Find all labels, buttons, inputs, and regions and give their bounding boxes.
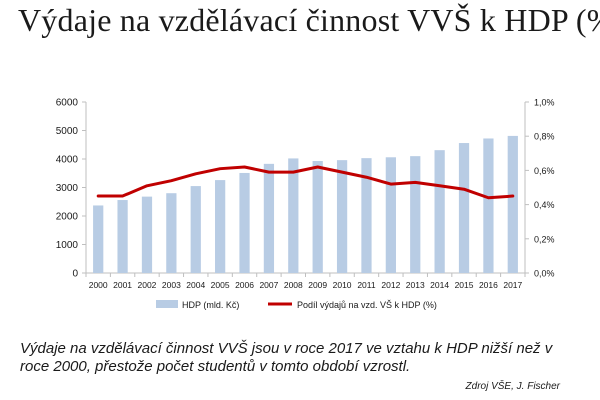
x-tick-label: 2003 <box>162 280 181 290</box>
bar-hdp <box>288 158 299 273</box>
bar-hdp <box>336 160 348 273</box>
x-tick-label: 2015 <box>455 280 474 290</box>
y-right-tick-label: 1,0% <box>534 98 555 108</box>
x-tick-label: 2005 <box>211 280 230 290</box>
legend-label-share: Podíl výdajů na vzd. VŠ k HDP (%) <box>297 300 437 310</box>
bar-hdp <box>239 172 250 273</box>
bar-hdp <box>361 158 372 273</box>
legend-label-hdp: HDP (mld. Kč) <box>182 300 239 310</box>
x-tick-label: 2016 <box>479 280 498 290</box>
combo-chart: 0 1000 2000 3000 4000 5000 6000 0,0% 0,2% 0,4% 0,6… <box>56 98 555 311</box>
y-left-tick-label: 3000 <box>56 183 79 194</box>
y-left-tick-label: 5000 <box>56 126 79 137</box>
x-tick-label: 2007 <box>259 280 278 290</box>
x-tick-label: 2013 <box>406 280 425 290</box>
bar-hdp <box>312 160 323 273</box>
line-share-series <box>96 165 515 200</box>
x-tick-label: 2009 <box>308 280 327 290</box>
bar-hdp <box>166 193 177 273</box>
x-tick-label: 2008 <box>284 280 303 290</box>
y-left-tick-label: 6000 <box>56 98 79 109</box>
y-right-tick-label: 0,2% <box>534 234 555 244</box>
bar-hdp <box>410 156 421 273</box>
y-right-tick-label: 0,4% <box>534 200 555 210</box>
y-left-tick-label: 0 <box>72 269 78 280</box>
x-tick-label: 2004 <box>186 280 205 290</box>
x-tick-label: 2002 <box>138 280 157 290</box>
y-right-tick-label: 0,8% <box>534 132 555 142</box>
bar-hdp <box>483 138 494 273</box>
x-tick-label: 2011 <box>357 280 376 290</box>
x-tick-label: 2006 <box>235 280 254 290</box>
bar-hdp <box>190 186 201 273</box>
bar-hdp <box>215 180 226 273</box>
page-title: Výdaje na vzdělávací činnost VVŠ k HDP (… <box>18 2 600 38</box>
bar-hdp <box>117 200 128 273</box>
legend-swatch-hdp <box>156 300 178 308</box>
chart-caption: Výdaje na vzdělávací činnost VVŠ jsou v … <box>20 340 553 375</box>
x-tick-label: 2010 <box>333 280 352 290</box>
bar-hdp <box>141 196 153 273</box>
bar-hdp <box>507 135 518 273</box>
y-right-tick-label: 0,6% <box>534 166 555 176</box>
y-left-tick-label: 1000 <box>56 240 79 251</box>
source-note: Zdroj VŠE, J. Fischer <box>465 381 560 392</box>
x-tick-label: 2000 <box>89 280 108 290</box>
y-right-tick-label: 0,0% <box>534 269 555 279</box>
bar-hdp <box>458 143 470 273</box>
x-tick-label: 2001 <box>113 280 132 290</box>
bar-hdp <box>263 163 275 273</box>
bar-hdp <box>385 157 396 273</box>
y-left-tick-label: 4000 <box>56 155 79 166</box>
y-left-tick-label: 2000 <box>56 212 79 223</box>
x-tick-label: 2017 <box>503 280 522 290</box>
x-tick-label: 2014 <box>430 280 449 290</box>
bar-hdp <box>93 205 104 273</box>
x-tick-label: 2012 <box>381 280 400 290</box>
bar-hdp <box>434 150 445 273</box>
